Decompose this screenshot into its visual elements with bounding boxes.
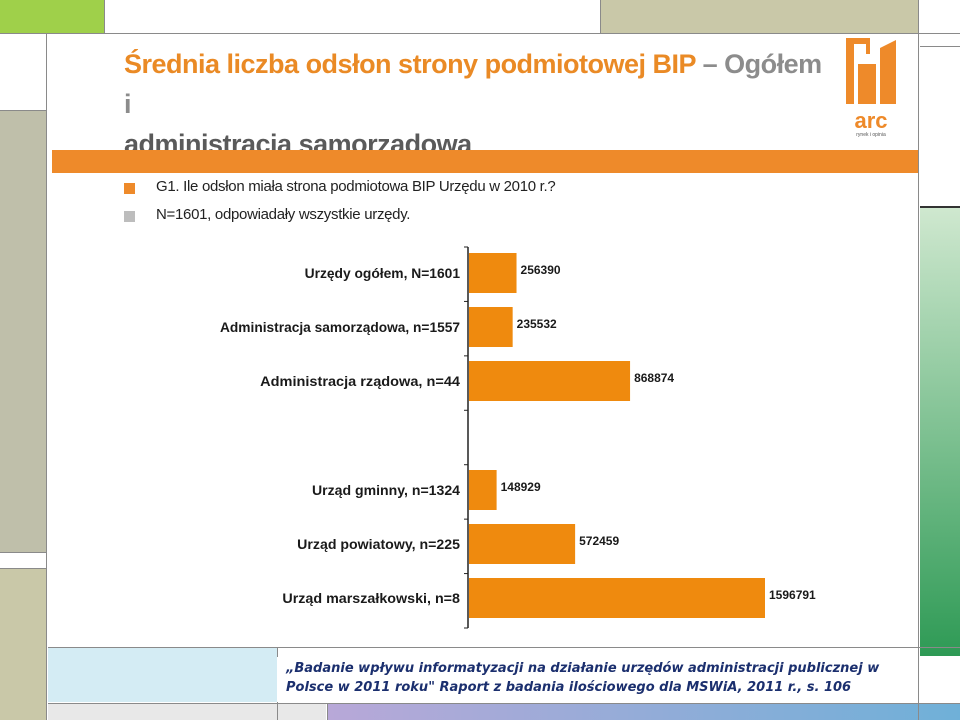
value-label: 572459 [579,534,619,548]
bar [469,524,576,564]
category-label: Administracja rządowa, n=44 [260,373,460,389]
bar [469,361,631,401]
frame-line [104,0,105,34]
caption-line1: „Badanie wpływu informatyzacji na działa… [286,661,880,676]
logo-building-shape [858,64,876,104]
frame-line [46,34,47,720]
caption-line2: Polsce w 2011 roku" Raport z badania ilo… [286,680,852,695]
bar [469,253,517,293]
bar [469,470,497,510]
frame-line [600,0,601,34]
logo-building-shape [880,40,896,104]
question-text: G1. Ile odsłon miała strona podmiotowa B… [156,178,556,195]
logo-subtext: rynek i opinia [856,132,886,138]
frame-line [48,647,960,648]
frame-left-bottom [0,568,46,720]
frame-line [0,110,46,111]
frame-line [0,568,46,569]
value-label: 148929 [501,480,541,494]
frame-line [918,0,919,720]
value-label: 235532 [517,317,557,331]
frame-bottom-left-strip [48,704,326,720]
frame-line [0,552,46,553]
frame-bottom-strip [328,704,960,720]
title-part2: – Ogółem i [124,49,822,119]
frame-top-mid-block [600,0,918,34]
bar [469,578,765,618]
value-label: 868874 [634,371,674,385]
category-label: Urząd marszałkowski, n=8 [282,590,460,606]
logo-text: arc [854,108,887,133]
category-label: Urząd powiatowy, n=225 [297,536,460,552]
frame-line [920,206,960,208]
frame-line [920,46,960,47]
frame-line [0,33,960,34]
value-label: 1596791 [769,588,816,602]
title-part1: Średnia liczba odsłon strony podmiotowej… [124,49,696,79]
category-label: Urzędy ogółem, N=1601 [305,265,461,281]
category-label: Urząd gminny, n=1324 [312,482,460,498]
frame-bottom-left-blue [48,648,277,702]
source-caption: „Badanie wpływu informatyzacji na działa… [277,657,917,702]
frame-top-left-block [0,0,104,34]
sample-note: N=1601, odpowiadały wszystkie urzędy. [156,206,411,223]
frame-right-green [920,208,960,656]
sample-marker [124,211,135,222]
header-orange-band [52,150,918,173]
logo-building-shape [846,38,870,104]
frame-left-column [0,110,46,552]
arc-logo: arc rynek i opinia [840,34,902,138]
bar [469,307,513,347]
question-marker [124,183,135,194]
frame-line [327,704,328,720]
frame-line [48,703,960,704]
value-label: 256390 [521,263,561,277]
category-label: Administracja samorządowa, n=1557 [220,319,460,335]
